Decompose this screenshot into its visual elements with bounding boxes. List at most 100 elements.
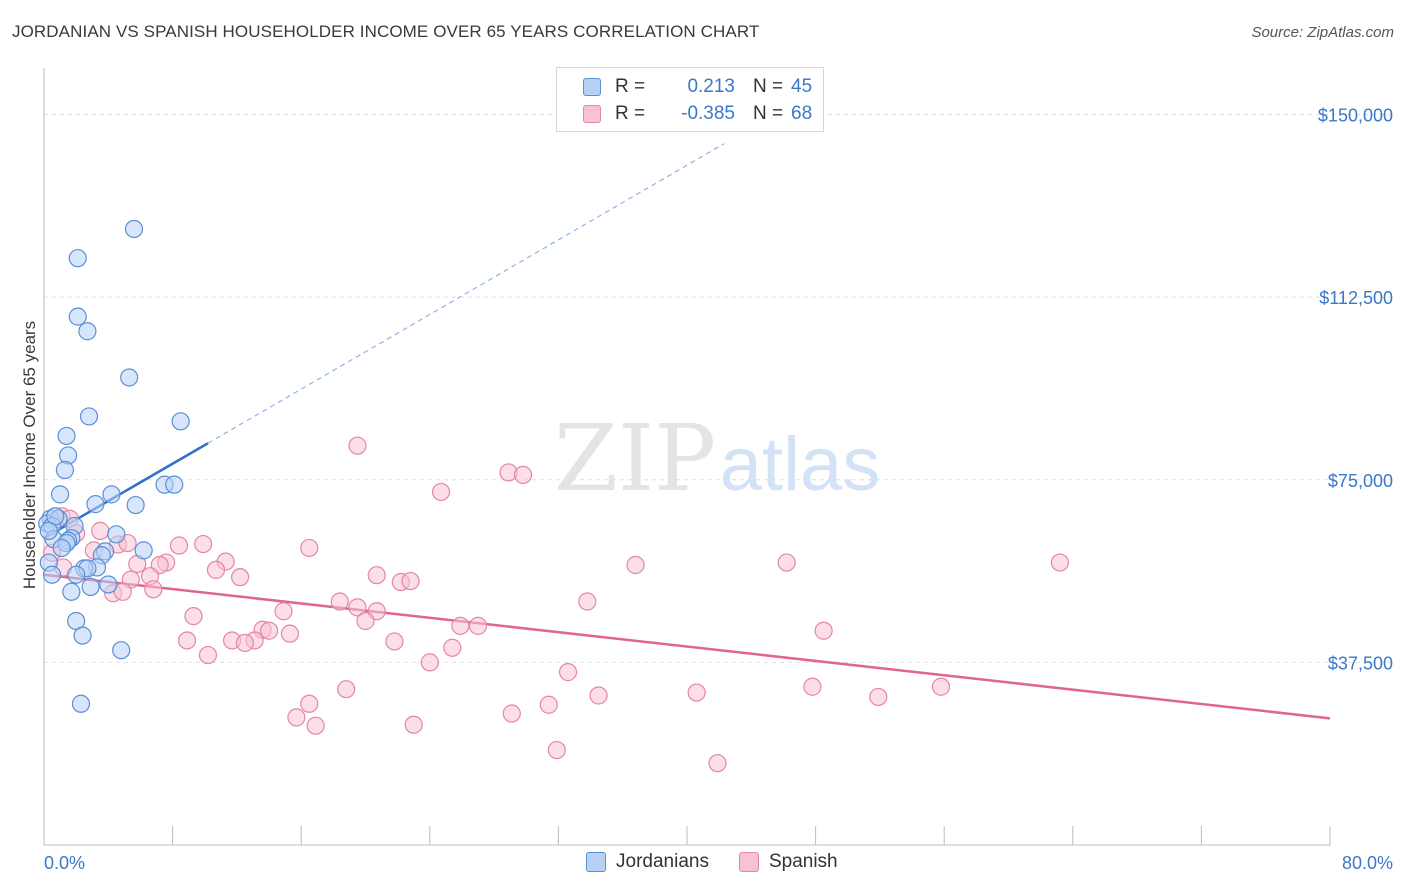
spanish-point — [206, 560, 226, 579]
jordanian-point — [99, 575, 118, 594]
source-credit: Source: ZipAtlas.com — [1251, 24, 1394, 41]
spanish-point — [626, 555, 645, 575]
spanish-point — [1050, 553, 1070, 572]
chart-title: JORDANIAN VS SPANISH HOUSEHOLDER INCOME … — [12, 22, 760, 41]
spanish-point — [578, 592, 597, 611]
x-tick-label: 80.0% — [1342, 853, 1393, 873]
jordanian-point — [57, 426, 76, 446]
jordanian-point — [67, 565, 86, 584]
jordanian-point — [42, 565, 62, 584]
r-value: 0.213 — [687, 76, 735, 97]
spanish-point — [356, 611, 375, 631]
blue-swatch — [583, 78, 601, 96]
n-label: N = — [753, 103, 784, 124]
jordanian-point — [134, 541, 153, 560]
jordanian-point — [62, 582, 81, 601]
spanish-point — [539, 695, 558, 714]
jordanian-point — [39, 521, 58, 540]
spanish-point — [385, 632, 404, 651]
r-label: R = — [615, 103, 646, 124]
spanish-point — [300, 694, 319, 713]
n-value: 68 — [791, 103, 813, 124]
spanish-point — [280, 624, 300, 643]
jordanian-point — [107, 525, 126, 544]
x-tick-label: 0.0% — [44, 853, 85, 873]
spanish-point — [502, 704, 521, 723]
jordanian-point — [124, 219, 144, 239]
spanish-point — [451, 616, 470, 635]
spanish-point — [558, 663, 578, 682]
r-value: -0.385 — [681, 103, 735, 124]
spanish-point — [420, 653, 439, 672]
spanish-point — [348, 436, 367, 455]
y-tick-label: $37,500 — [1328, 653, 1393, 673]
spanish-point — [401, 571, 420, 591]
spanish-point — [468, 616, 488, 635]
y-tick-labels: $37,500 $75,000 $112,500 $150,000 — [1318, 106, 1393, 674]
spanish-point — [869, 687, 888, 707]
jordanian-point — [86, 495, 105, 514]
spanish-point — [687, 683, 706, 702]
axes — [43, 68, 1331, 846]
spanish-point — [235, 633, 255, 653]
y-tick-label: $75,000 — [1328, 471, 1393, 491]
spanish-point — [367, 566, 386, 585]
jordanian-point — [73, 626, 92, 645]
y-tick-label: $150,000 — [1318, 106, 1393, 126]
pink-swatch — [738, 852, 759, 872]
spanish-point — [287, 708, 306, 727]
jordanian-point — [112, 641, 131, 660]
legend-row-spanish: R = -0.385 N = 68 — [583, 101, 812, 127]
jordanian-point — [78, 322, 97, 341]
jordanian-point — [50, 485, 70, 504]
blue-swatch — [586, 852, 606, 872]
n-label: N = — [753, 76, 784, 97]
legend-label-spanish: Spanish — [768, 851, 838, 872]
spanish-point — [443, 638, 462, 657]
spanish-point — [589, 686, 608, 705]
spanish-point — [803, 677, 822, 696]
spanish-point — [300, 538, 319, 558]
series-legend: Jordanians Spanish — [586, 851, 868, 873]
legend-item-jordanians: Jordanians — [586, 851, 709, 873]
jordanian-point — [68, 249, 87, 268]
r-label: R = — [615, 76, 646, 97]
jordanian-point — [55, 460, 74, 480]
spanish-point — [777, 553, 796, 572]
spanish-point — [231, 568, 250, 587]
spanish-point — [931, 677, 951, 696]
spanish-point — [144, 580, 163, 599]
jordanian-point — [52, 538, 71, 558]
spanish-point — [91, 521, 110, 540]
jordanian-trend-extension — [207, 143, 725, 444]
spanish-point — [814, 621, 833, 640]
spanish-point — [184, 607, 203, 626]
spanish-point — [348, 598, 367, 617]
spanish-trend-line — [43, 573, 1331, 720]
spanish-point — [169, 536, 189, 555]
legend-label-jordanians: Jordanians — [616, 851, 709, 872]
spanish-point — [198, 645, 218, 665]
y-axis-label: Householder Income Over 65 years — [20, 321, 39, 589]
watermark-zip: ZIP — [554, 405, 716, 512]
spanish-point — [513, 465, 533, 484]
legend-item-spanish: Spanish — [738, 851, 838, 873]
spanish-point — [431, 482, 451, 502]
spanish-point — [194, 534, 213, 554]
spanish-point — [337, 680, 356, 699]
spanish-point — [177, 631, 197, 650]
jordanian-point — [79, 407, 99, 426]
pink-swatch — [583, 105, 601, 123]
jordanian-point — [102, 485, 121, 504]
x-tick-labels: 0.0% 80.0% — [44, 853, 1393, 873]
zipatlas-watermark: ZIP atlas — [554, 405, 880, 512]
y-tick-label: $112,500 — [1319, 288, 1393, 308]
spanish-point — [306, 716, 325, 735]
spanish-point — [330, 592, 349, 611]
watermark-atlas: atlas — [720, 422, 881, 507]
spanish-point — [547, 740, 566, 760]
jordanian-point — [68, 307, 87, 326]
stats-legend: R = 0.213 N = 45 R = -0.385 N = 68 — [556, 67, 824, 132]
jordanian-point — [126, 495, 145, 515]
